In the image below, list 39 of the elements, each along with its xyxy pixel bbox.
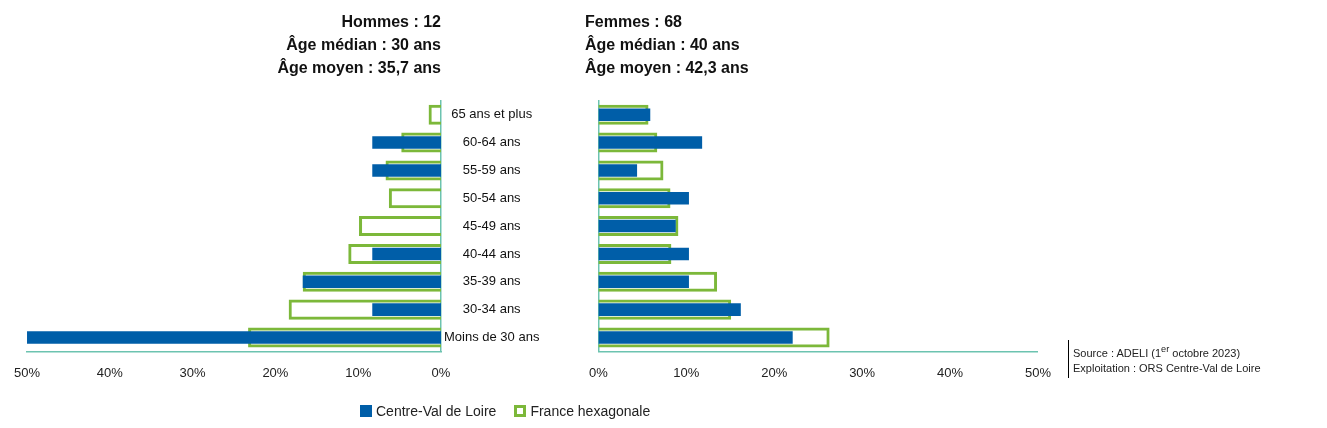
chart-title: Femmes : 68 Âge médian : 40 ans Âge moyen : 42,3 ans	[585, 12, 749, 78]
y-tick-label: 40-44 ans	[462, 245, 522, 261]
bar	[598, 303, 741, 316]
bar	[598, 275, 689, 289]
legend-label: France hexagonale	[530, 403, 651, 419]
x-tick-label: 20%	[262, 364, 289, 380]
x-tick-label: 50%	[1024, 364, 1052, 380]
bar	[598, 136, 703, 149]
x-tick-label: 0%	[589, 364, 609, 380]
bar	[598, 164, 638, 177]
bar	[372, 136, 441, 149]
source-note: Source : ADELI (1$^{er}$ octobre 2023)	[1073, 344, 1241, 359]
text: Exploitation : ORS Centre-Val de Loire	[1073, 361, 1261, 374]
bar	[598, 331, 793, 344]
y-tick-label: 45-49 ans	[462, 217, 522, 233]
y-tick-label: 65 ans et plus	[451, 106, 533, 122]
bar	[372, 164, 441, 177]
x-tick-label: 10%	[345, 364, 372, 380]
x-tick-label: 40%	[96, 364, 124, 380]
bar	[598, 191, 689, 205]
bar	[598, 247, 689, 261]
legend-label: Centre-Val de Loire	[376, 403, 497, 419]
y-tick-label: 50-54 ans	[462, 189, 522, 205]
x-tick-label: 40%	[937, 364, 964, 380]
x-tick-label: 30%	[179, 364, 207, 380]
bar	[27, 331, 441, 344]
chart-title: Hommes : 12 Âge médian : 30 ans Âge moyen : 35,7 ans	[277, 12, 441, 78]
x-tick-label: 20%	[761, 364, 788, 380]
x-tick-label: 10%	[673, 364, 700, 380]
y-tick-label: 30-34 ans	[462, 301, 522, 317]
x-tick-label: 50%	[13, 364, 41, 380]
y-tick-label: 60-64 ans	[462, 134, 522, 150]
bar	[372, 247, 441, 261]
x-tick-label: 30%	[849, 364, 876, 380]
x-tick-label: 0%	[431, 364, 451, 380]
y-tick-label: 55-59 ans	[462, 161, 522, 177]
bar	[372, 303, 441, 316]
y-tick-label: 35-39 ans	[462, 273, 522, 289]
y-tick-label: Moins de 30 ans	[443, 329, 540, 345]
